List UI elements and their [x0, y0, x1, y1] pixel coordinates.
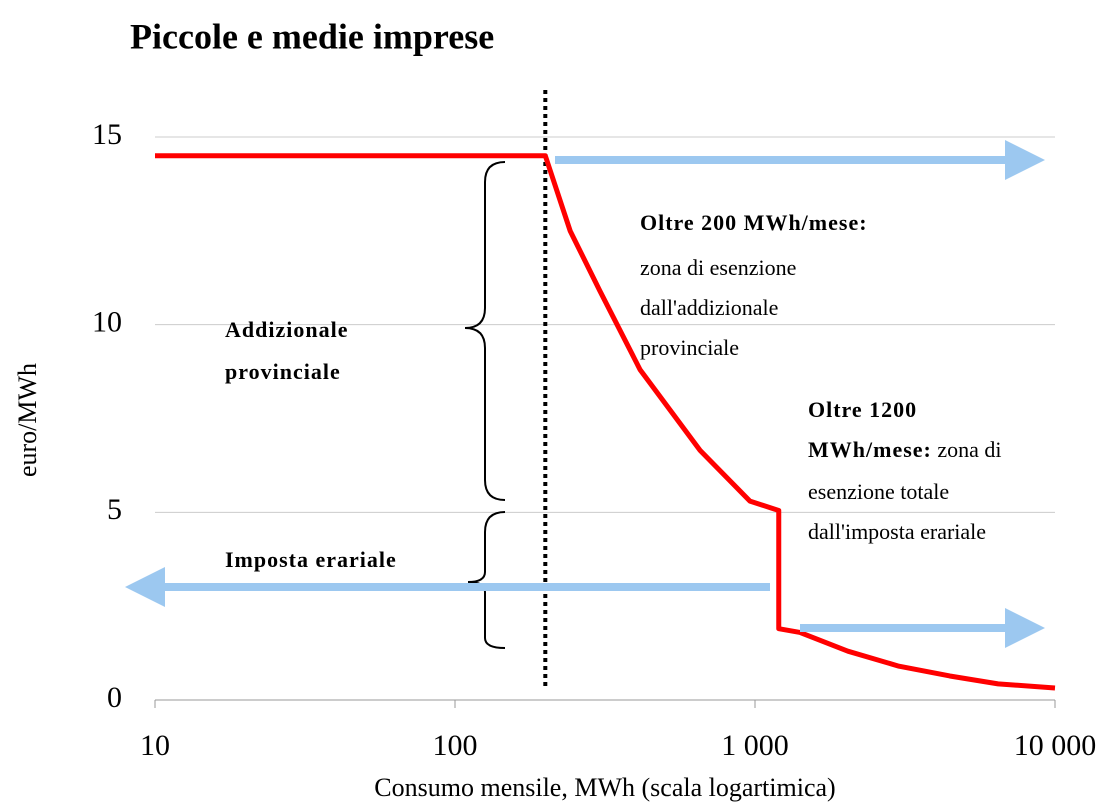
brace — [464, 161, 506, 501]
x-tick-label: 100 — [433, 729, 478, 762]
x-tick-label: 10 000 — [1014, 729, 1097, 762]
annotation: Imposta erariale — [225, 547, 397, 572]
annotation: Addizionale — [225, 317, 348, 342]
y-tick-label: 0 — [107, 681, 122, 714]
arrow — [160, 583, 770, 591]
brace — [467, 511, 506, 649]
annotation: provinciale — [640, 335, 739, 360]
annotation: zona di esenzione — [640, 255, 796, 280]
arrow — [800, 624, 1010, 632]
annotation: Oltre 1200 — [808, 397, 917, 422]
annotation: provinciale — [225, 359, 341, 384]
annotation-part: MWh/mese: — [808, 437, 932, 462]
arrow-head — [1005, 140, 1045, 180]
annotation-part: zona di — [937, 437, 1001, 462]
y-axis-label: euro/MWh — [13, 363, 42, 477]
arrow — [555, 156, 1010, 164]
x-tick-label: 1 000 — [721, 729, 789, 762]
arrow-head — [125, 567, 165, 607]
x-tick-label: 10 — [140, 729, 170, 762]
y-tick-label: 15 — [92, 118, 122, 151]
arrows — [125, 140, 1045, 648]
y-tick-label: 10 — [92, 306, 122, 339]
annotation: esenzione totale — [808, 479, 949, 504]
plot: 0 5 10 15 10 100 1 000 10 000 — [92, 90, 1096, 762]
arrow-head — [1005, 608, 1045, 648]
annotation: MWh/mese: zona di — [808, 437, 1002, 462]
chart-title: Piccole e medie imprese — [130, 16, 494, 56]
annotation: Oltre 200 MWh/mese: — [640, 210, 868, 235]
line — [155, 153, 1056, 691]
annotation: dall'addizionale — [640, 295, 778, 320]
x-axis-label: Consumo mensile, MWh (scala logartimica) — [374, 773, 835, 802]
y-tick-label: 5 — [107, 493, 122, 526]
annotation: dall'imposta erariale — [808, 519, 986, 544]
